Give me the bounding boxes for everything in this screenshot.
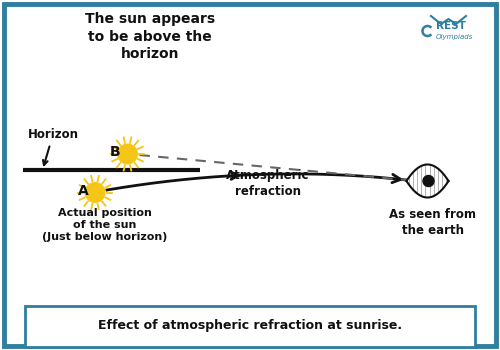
Polygon shape <box>406 164 449 197</box>
Text: Horizon: Horizon <box>28 128 78 165</box>
Text: Actual position
of the sun
(Just below horizon): Actual position of the sun (Just below h… <box>42 208 168 242</box>
Text: Olympiads: Olympiads <box>436 34 474 40</box>
Circle shape <box>117 144 138 164</box>
Text: B: B <box>110 146 120 160</box>
Circle shape <box>84 182 105 203</box>
Text: As seen from
the earth: As seen from the earth <box>389 208 476 237</box>
Text: A: A <box>78 184 88 198</box>
Text: The sun appears
to be above the
horizon: The sun appears to be above the horizon <box>85 13 215 61</box>
Text: Effect of atmospheric refraction at sunrise.: Effect of atmospheric refraction at sunr… <box>98 320 402 332</box>
FancyBboxPatch shape <box>25 306 475 346</box>
Text: Atmospheric
refraction: Atmospheric refraction <box>226 169 309 198</box>
Circle shape <box>423 175 434 187</box>
Text: REST: REST <box>436 21 466 31</box>
FancyBboxPatch shape <box>4 4 496 346</box>
